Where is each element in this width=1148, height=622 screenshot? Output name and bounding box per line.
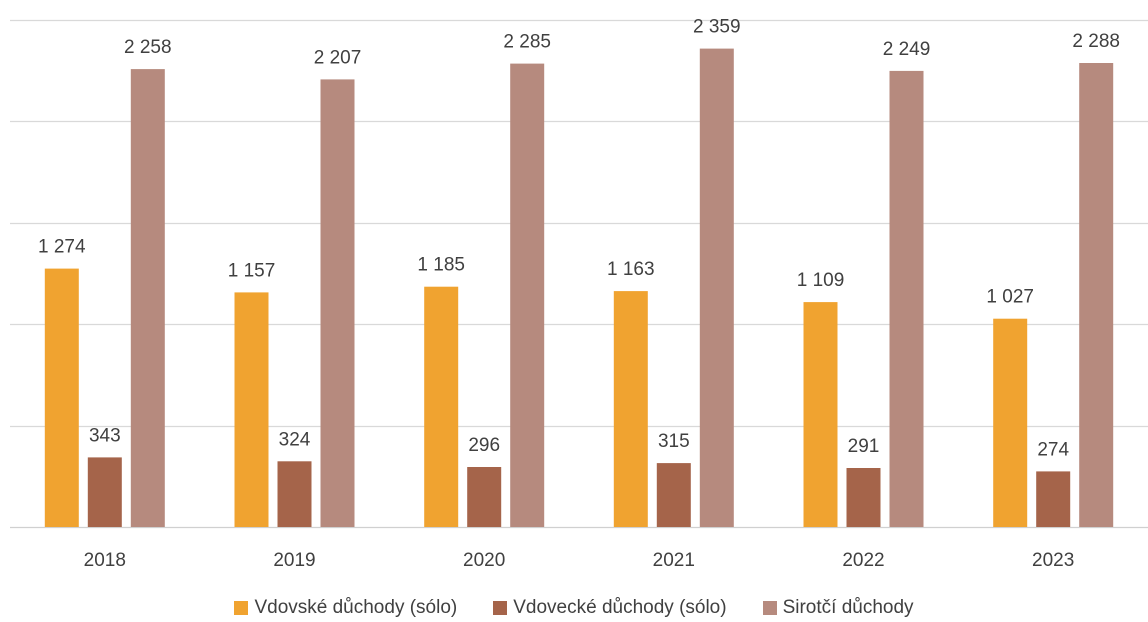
bar-series-1-2023 [1036,471,1071,527]
x-axis: 2018 2019 2020 2021 2022 2023 [84,550,1075,571]
data-label-series-2-2023: 2 288 [1072,31,1120,52]
x-tick-label-2022: 2022 [842,550,884,571]
data-label-series-2-2018: 2 258 [124,37,172,58]
data-label-series-0-2023: 1 027 [986,287,1034,308]
legend: Vdovské důchody (sólo) Vdovecké důchody (… [0,594,1148,622]
legend-item-1: Vdovecké důchody (sólo) [493,597,727,619]
data-label-series-2-2022: 2 249 [883,39,931,60]
bar-series-2-2019 [320,79,355,528]
data-label-series-1-2019: 324 [279,429,311,450]
bar-series-0-2020 [424,286,459,527]
legend-swatch-icon [493,601,508,615]
x-tick-label-2020: 2020 [463,550,505,571]
bar-series-0-2018 [44,268,79,527]
data-label-series-1-2020: 296 [468,435,500,456]
data-label-series-0-2019: 1 157 [228,260,276,281]
data-label-series-1-2022: 291 [848,436,880,457]
bars [44,48,1114,528]
x-tick-label-2021: 2021 [653,550,695,571]
data-label-series-0-2022: 1 109 [797,270,845,291]
bar-series-2-2020 [510,63,545,527]
bar-series-0-2022 [803,302,838,527]
gridlines [10,19,1148,529]
bar-series-2-2022 [889,70,924,528]
bar-series-0-2019 [234,292,269,527]
data-label-series-1-2023: 274 [1037,439,1069,460]
data-labels: 1 274 343 2 258 1 157 324 2 207 1 185 296 2 285 1… [38,17,1120,461]
legend-item-2: Sirotčí důchody [762,597,914,619]
bar-series-2-2018 [130,69,165,527]
data-label-series-1-2018: 343 [89,425,121,446]
data-label-series-2-2020: 2 285 [503,32,551,53]
bar-series-1-2019 [277,461,312,527]
x-tick-label-2023: 2023 [1032,550,1074,571]
x-tick-label-2019: 2019 [273,550,315,571]
bar-series-1-2021 [656,463,691,527]
bar-series-0-2021 [613,291,648,527]
legend-swatch-icon [234,601,249,615]
bar-series-2-2021 [699,48,734,527]
legend-item-0: Vdovské důchody (sólo) [234,597,457,619]
bar-series-1-2020 [467,467,502,527]
data-label-series-0-2021: 1 163 [607,259,655,280]
legend-label: Sirotčí důchody [782,597,914,618]
bar-series-0-2023 [993,318,1028,527]
legend-label: Vdovské důchody (sólo) [254,597,458,618]
legend-label: Vdovecké důchody (sólo) [513,597,727,618]
data-label-series-1-2021: 315 [658,431,690,452]
data-label-series-2-2021: 2 359 [693,17,741,38]
data-label-series-0-2018: 1 274 [38,237,86,258]
data-label-series-0-2020: 1 185 [417,255,465,276]
x-tick-label-2018: 2018 [84,550,126,571]
legend-swatch-icon [762,601,777,615]
bar-series-1-2022 [846,468,881,527]
data-label-series-2-2019: 2 207 [314,47,362,68]
bar-series-2-2023 [1079,63,1114,527]
bar-series-1-2018 [87,457,122,527]
